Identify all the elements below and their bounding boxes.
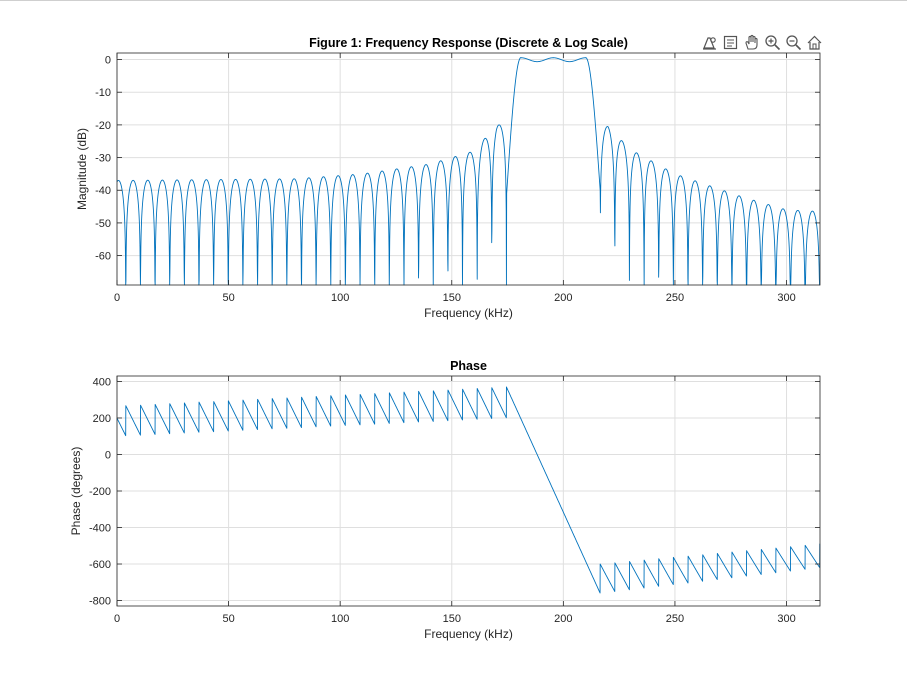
mag-chart-title: Figure 1: Frequency Response (Discrete &… [309, 36, 628, 50]
mag-y-tick-label: 0 [105, 55, 111, 67]
mag-x-tick-label: 50 [222, 292, 234, 304]
phase-y-tick-label: 200 [93, 413, 111, 425]
phase-x-axis-label: Frequency (kHz) [424, 627, 513, 641]
phase-x-tick-label: 50 [222, 613, 234, 625]
phase-x-tick-label: 100 [331, 613, 349, 625]
data-tips-icon[interactable] [700, 33, 719, 51]
phase-axes: 0 50 100 150 200 250 300 400 200 0 -200 -400 -600 -80… [69, 359, 821, 641]
zoom-out-icon[interactable] [784, 33, 803, 51]
mag-x-tick-label: 150 [443, 292, 461, 304]
mag-x-tick-label: 200 [554, 292, 572, 304]
phase-y-tick-label: 400 [93, 376, 111, 388]
phase-chart-title: Phase [450, 359, 487, 373]
phase-x-tick-label: 300 [777, 613, 795, 625]
zoom-in-icon[interactable] [763, 33, 782, 51]
phase-x-tick-label: 250 [666, 613, 684, 625]
mag-y-tick-label: -30 [95, 153, 111, 165]
mag-axes: 0 50 100 150 200 250 300 0 -10 -20 -30 -40 -50 -60 Fig… [75, 36, 821, 320]
phase-y-tick-label: -600 [89, 559, 111, 571]
mag-y-tick-label: -50 [95, 218, 111, 230]
mag-series-line [116, 57, 820, 286]
mag-x-tick-label: 100 [331, 292, 349, 304]
phase-x-tick-label: 200 [554, 613, 572, 625]
phase-x-tick-label: 0 [114, 613, 120, 625]
mag-y-tick-label: -20 [95, 120, 111, 132]
mag-x-axis-label: Frequency (kHz) [424, 306, 513, 320]
phase-y-tick-label: -800 [89, 596, 111, 608]
brush-icon[interactable] [721, 33, 740, 51]
mag-x-tick-label: 250 [666, 292, 684, 304]
mag-y-axis-label: Magnitude (dB) [75, 128, 89, 210]
phase-series-line [116, 386, 821, 594]
home-icon[interactable] [805, 33, 824, 51]
mag-plot-area [117, 53, 820, 285]
mag-y-tick-label: -60 [95, 251, 111, 263]
phase-y-tick-label: 0 [105, 449, 111, 461]
mag-axes-box [116, 52, 821, 286]
phase-y-tick-label: -400 [89, 523, 111, 535]
mag-y-tick-label: -10 [95, 87, 111, 99]
mag-x-tick-label: 300 [777, 292, 795, 304]
window-top-border [0, 0, 907, 1]
mag-x-tick-label: 0 [114, 292, 120, 304]
phase-y-tick-label: -200 [89, 486, 111, 498]
mag-y-tick-label: -40 [95, 185, 111, 197]
axes-toolbar [700, 33, 824, 51]
pan-hand-icon[interactable] [742, 33, 761, 51]
phase-x-tick-label: 150 [443, 613, 461, 625]
phase-y-axis-label: Phase (degrees) [69, 447, 83, 536]
